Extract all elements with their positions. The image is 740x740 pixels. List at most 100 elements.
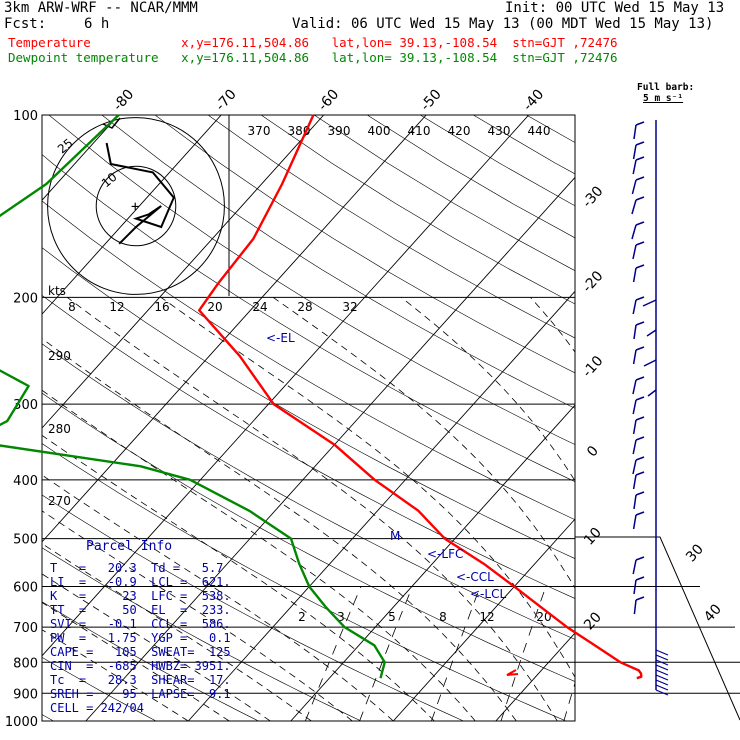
wind-barb-flag: [635, 596, 645, 601]
wind-barb: [633, 124, 637, 140]
wind-barb: [633, 494, 637, 510]
hodograph-speed-label: 32: [342, 300, 357, 314]
valid-time: Valid: 06 UTC Wed 15 May 13 (00 MDT Wed …: [292, 16, 714, 32]
mixing-ratio-line: [359, 586, 413, 721]
dry-adiabat: [42, 247, 575, 559]
wind-barb: [631, 224, 637, 240]
wind-barb-flag: [635, 241, 645, 246]
isotherm-line: [598, 115, 740, 721]
theta-label: 290: [48, 349, 71, 363]
wind-barb-flag: [635, 376, 645, 381]
wind-barb: [632, 514, 637, 530]
wind-barb-surface: [655, 679, 669, 686]
wind-barb: [632, 159, 637, 175]
wind-barb-flag: [635, 321, 645, 326]
dry-adiabat: [42, 443, 567, 721]
dewpoint-legend: Dewpoint temperature x,y=176.11,504.86 l…: [8, 50, 618, 65]
moist-adiabat: [272, 297, 575, 589]
parcel-info-title: Parcel Info: [86, 539, 173, 554]
pressure-label: 900: [13, 687, 38, 702]
parcel-row: K = 23 LFC = 538.: [50, 589, 231, 603]
wind-barb-flag: [635, 456, 645, 461]
wind-barb: [632, 299, 637, 315]
pressure-label: 1000: [5, 715, 38, 730]
ccl-annotation: <-CCL: [456, 570, 494, 584]
isotherm-line: [495, 632, 575, 721]
wind-barb: [646, 329, 657, 337]
wind-barb: [631, 179, 637, 195]
theta-label: 370: [248, 124, 271, 138]
wind-barb: [633, 579, 637, 595]
isotherm-line: [42, 115, 222, 315]
theta-label: 270: [48, 494, 71, 508]
wind-barb-flag: [635, 491, 645, 496]
isotherm-line: [42, 115, 530, 657]
pressure-label: 200: [13, 291, 38, 306]
dry-adiabat: [420, 115, 575, 207]
isotherm-label: 0: [584, 443, 602, 460]
dry-adiabat: [633, 115, 740, 721]
wind-barb-surface: [655, 654, 669, 661]
isotherm-label: -70: [213, 86, 240, 114]
theta-label: 430: [488, 124, 511, 138]
dry-adiabat: [154, 115, 575, 374]
wind-barb-flag: [635, 176, 645, 181]
mixing-ratio-label: 12: [479, 610, 494, 624]
parcel-row: Tc = 28.3 SHEAR= 17.: [50, 673, 231, 687]
mixing-ratio-line: [304, 586, 362, 721]
isotherm-label: -80: [110, 86, 137, 114]
m-annotation: M: [390, 529, 400, 543]
wind-barb-flag: [635, 141, 645, 146]
wind-barb: [643, 359, 657, 367]
model-title: 3km ARW-WRF -- NCAR/MMM: [4, 0, 198, 16]
dry-adiabat: [207, 115, 575, 339]
hodograph-speed-label: 20: [207, 300, 222, 314]
forecast-hours: 6 h: [84, 16, 110, 32]
dry-adiabat: [260, 115, 575, 305]
dry-adiabat: [48, 115, 575, 445]
frame-extension: [575, 536, 740, 721]
init-time: Init: 00 UTC Wed 15 May 13: [505, 0, 725, 16]
parcel-row: LI = -0.9 LCL = 621.: [50, 575, 231, 589]
dry-adiabat: [42, 154, 575, 483]
dry-adiabat: [314, 115, 575, 272]
wind-barb: [632, 267, 637, 283]
wind-barb-flag: [635, 296, 645, 301]
isotherm-line: [187, 290, 575, 721]
isotherm-line: [42, 115, 427, 543]
theta-label: 400: [368, 124, 391, 138]
pressure-label: 700: [13, 621, 38, 636]
theta-label: 440: [528, 124, 551, 138]
wind-barb: [631, 199, 637, 215]
pressure-label: 500: [13, 533, 38, 548]
mixing-ratio-label: 5: [388, 610, 396, 624]
pressure-label: 100: [13, 109, 38, 124]
dry-adiabat: [42, 547, 362, 721]
parcel-row: SVI = -0.1 CCL = 586.: [50, 617, 231, 631]
wind-barb-surface: [655, 674, 669, 681]
forecast-label: Fcst:: [4, 16, 47, 32]
dry-adiabat: [686, 115, 740, 721]
isotherm-label: 10: [581, 525, 605, 549]
dry-adiabat: [42, 294, 575, 599]
wind-barb: [632, 474, 637, 490]
dry-adiabat: [579, 115, 740, 721]
isotherm-label: -30: [579, 183, 606, 211]
lcl-annotation: <-LCL: [470, 587, 506, 601]
temperature-legend: Temperature x,y=176.11,504.86 lat,lon= 3…: [8, 35, 618, 50]
parcel-row: TT = 50 EL = 233.: [50, 603, 231, 617]
parcel-row: CAPE = 105 SWEAT= 125: [50, 645, 231, 659]
isotherm-label: 30: [683, 541, 707, 565]
barb-key-label: Full barb:: [637, 82, 695, 93]
hodograph-origin: +: [131, 199, 139, 215]
hodograph-ring-label: 25: [55, 136, 76, 157]
parcel-row: CELL = 242/04: [50, 701, 144, 715]
dewpoint-trace: [0, 114, 386, 679]
hodograph-speed-label: 16: [154, 300, 169, 314]
isotherm-line: [42, 115, 325, 429]
parcel-row: CIN = -685 HWBZ= 3951.: [50, 659, 231, 673]
mixing-ratio-line: [563, 681, 575, 721]
wind-barb-flag: [635, 471, 645, 476]
hodograph-ring: [95, 165, 177, 247]
wind-barb-flag: [635, 396, 645, 401]
